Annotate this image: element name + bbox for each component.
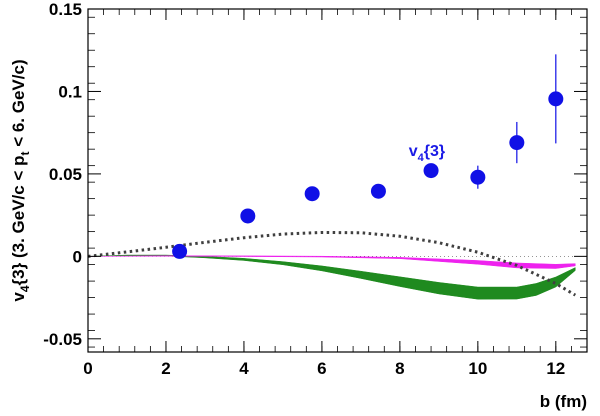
green-band: [87, 254, 576, 300]
y-axis-title-main: v: [9, 292, 28, 302]
y-tick-label: -0.05: [43, 330, 82, 349]
data-point: [240, 208, 256, 224]
y-axis-title-part1: {3} (3. GeV/c < p: [9, 156, 28, 286]
y-axis-title-sub: 4: [18, 285, 32, 292]
x-tick-label: 10: [468, 359, 487, 378]
y-tick-label: 0.15: [49, 0, 82, 19]
plot-frame: [87, 8, 588, 353]
y-tick-label: 0: [73, 247, 82, 266]
y-tick-label: 0.05: [49, 165, 82, 184]
data-point: [304, 186, 320, 202]
data-point: [470, 169, 486, 185]
data-point: [548, 91, 564, 107]
x-tick-label: 2: [161, 359, 170, 378]
annotation-rest: {3}: [424, 143, 445, 160]
annotation-label: v4{3}: [409, 143, 445, 164]
y-axis-title-part2: < 6. GeV/c): [9, 59, 28, 151]
annotation-sub: 4: [418, 152, 425, 164]
x-tick-label: 0: [83, 359, 92, 378]
annotation-main: v: [409, 143, 418, 160]
labels: b (fm) v4{3} (3. GeV/c < pt < 6. GeV/c) …: [9, 59, 587, 411]
data-point: [370, 183, 386, 199]
x-tick-label: 6: [317, 359, 326, 378]
x-axis-title: b (fm): [540, 392, 587, 411]
plot-area: [87, 54, 577, 300]
magenta-band: [87, 255, 576, 269]
x-tick-label: 12: [546, 359, 565, 378]
data-point: [509, 135, 525, 151]
dotted-curve: [87, 230, 577, 297]
y-tick-label: 0.1: [58, 82, 82, 101]
data-point: [423, 163, 439, 179]
x-tick-label: 8: [395, 359, 404, 378]
y-axis-title: v4{3} (3. GeV/c < pt < 6. GeV/c): [9, 59, 32, 301]
x-tick-label: 4: [239, 359, 249, 378]
data-point: [172, 243, 188, 259]
y-axis-title-pt-sub: t: [18, 152, 32, 156]
